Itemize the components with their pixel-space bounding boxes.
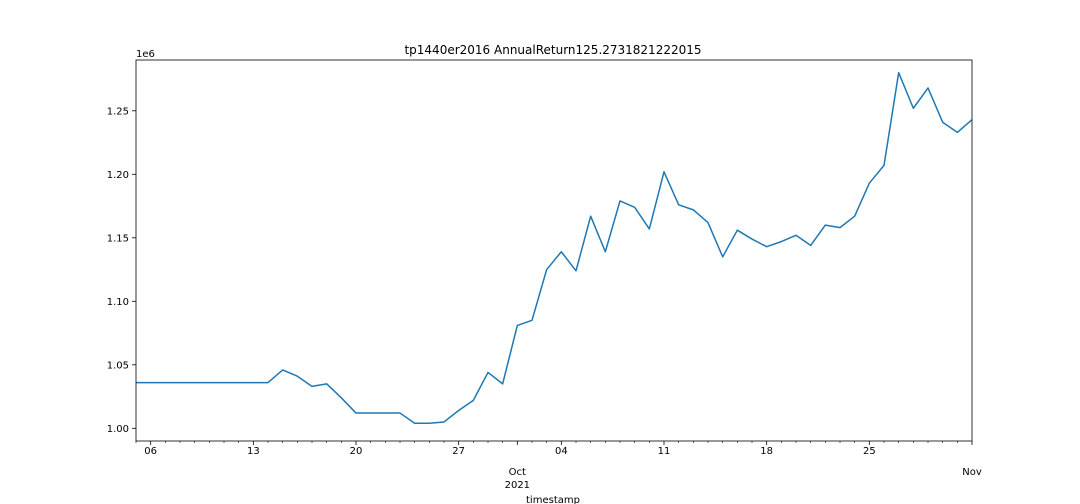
x-tick-label: 11: [658, 446, 671, 457]
y-tick-label: 1.25: [107, 106, 129, 117]
plot-frame: [135, 59, 973, 442]
series-line: [136, 71, 973, 424]
y-tick-label: 1.10: [107, 297, 129, 308]
x-tick-label: 13: [247, 446, 260, 457]
x-tick-label: 06: [144, 446, 157, 457]
x-axis-label: timestamp: [526, 495, 580, 504]
x-tick-sublabel: 2021: [505, 480, 530, 491]
x-tick-label: 18: [760, 446, 773, 457]
chart-title: tp1440er2016 AnnualReturn125.27318212220…: [404, 43, 701, 57]
y-tick-label: 1.05: [107, 360, 129, 371]
x-tick-label: 04: [555, 446, 568, 457]
x-tick-label: Nov: [962, 467, 982, 478]
x-tick-label: 25: [863, 446, 876, 457]
y-tick-label: 1.00: [107, 424, 129, 435]
x-tick-label: 27: [452, 446, 465, 457]
y-tick-label: 1.15: [107, 233, 129, 244]
x-tick-label: Oct: [509, 467, 526, 478]
y-axis-offset-label: 1e6: [136, 49, 155, 60]
y-tick-label: 1.20: [107, 170, 129, 181]
x-tick-label: 20: [350, 446, 363, 457]
